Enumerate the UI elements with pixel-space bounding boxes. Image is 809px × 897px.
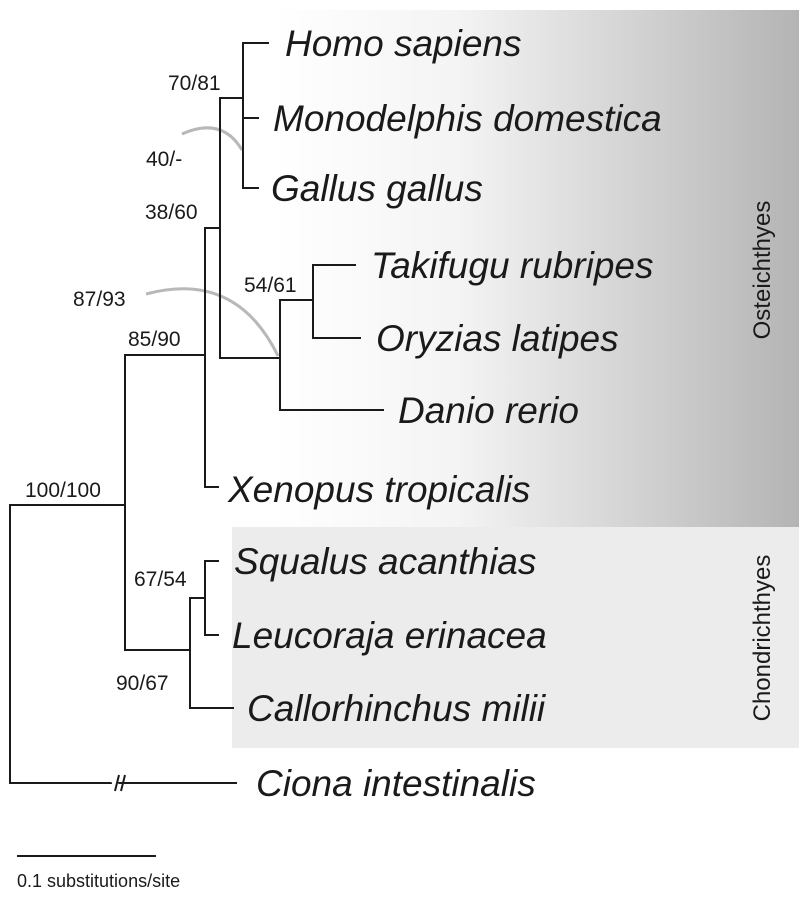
osteichthyes-clade-shading [272, 10, 799, 527]
taxon-label-monodelphis-domestica: Monodelphis domestica [273, 98, 662, 139]
tree-branches [9, 42, 384, 784]
taxon-label-callorhinchus-milii: Callorhinchus milii [247, 688, 547, 729]
scale-bar-label: 0.1 substitutions/site [17, 871, 180, 891]
taxon-label-danio-rerio: Danio rerio [398, 390, 579, 431]
taxon-label-gallus-gallus: Gallus gallus [271, 168, 483, 209]
chondrichthyes-clade-shading [232, 527, 799, 748]
taxon-label-ciona-intestinalis: Ciona intestinalis [256, 763, 536, 804]
support-value-amniotes: 70/81 [168, 72, 221, 95]
support-value-tetrapods: 38/60 [145, 201, 198, 224]
clade-label-chondrichthyes: Chondrichthyes [749, 555, 776, 722]
taxon-label-squalus-acanthias: Squalus acanthias [234, 541, 536, 582]
support-leader-87-93 [145, 287, 280, 357]
support-value-acanthopterygii: 54/61 [244, 274, 297, 297]
taxon-label-leucoraja-erinacea: Leucoraja erinacea [232, 615, 547, 656]
support-value-alternative: 40/- [146, 148, 182, 171]
clade-label-osteichthyes: Osteichthyes [749, 201, 776, 340]
taxon-label-homo-sapiens: Homo sapiens [285, 23, 522, 64]
support-leader-40 [181, 126, 244, 151]
branch-break-marker [110, 774, 126, 792]
support-value-teleosts: 87/93 [73, 288, 126, 311]
support-value-sharks-rays: 67/54 [134, 568, 187, 591]
support-value-chondrichthyes: 90/67 [116, 672, 169, 695]
taxon-label-xenopus-tropicalis: Xenopus tropicalis [227, 469, 530, 510]
support-value-osteichthyes: 85/90 [128, 328, 181, 351]
taxon-label-oryzias-latipes: Oryzias latipes [376, 318, 619, 359]
support-value-root: 100/100 [25, 479, 101, 502]
taxon-label-takifugu-rubripes: Takifugu rubripes [371, 245, 653, 286]
